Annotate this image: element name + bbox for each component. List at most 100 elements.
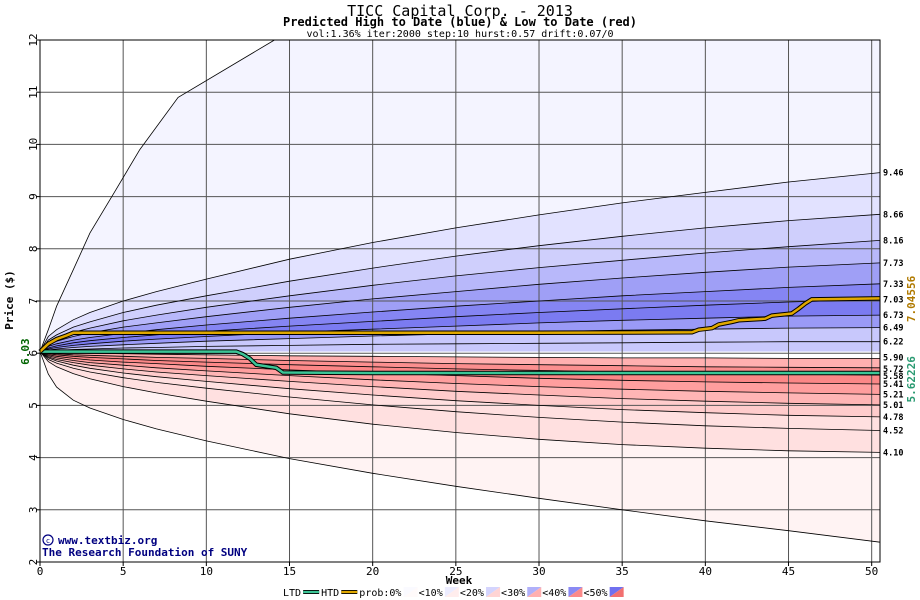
y-tick-label-9: 9 [27,193,40,200]
band-high-3 [40,240,880,352]
contour-high-max [39,39,275,352]
end-label-low-4.52: 4.52 [883,426,903,436]
end-label-low-5.41: 5.41 [883,380,903,390]
credit-url: www.textbiz.org [58,534,157,547]
end-label-low-5.01: 5.01 [883,401,903,411]
x-tick-label-50: 50 [865,565,878,578]
htd-final-label: 7.04556 [905,275,918,322]
contour-low-4.10 [39,351,881,453]
contour-low-min [39,351,881,543]
legend-label-7: <50% [583,588,607,599]
end-label-low-5.58: 5.58 [883,372,903,382]
contour-low-4.78 [39,351,881,418]
band-high-1 [40,172,880,352]
end-label-high-8.66: 8.66 [883,210,903,220]
legend-label-6: <40% [542,588,566,599]
y-tick-label-8: 8 [27,245,40,252]
chart-params: vol:1.36% iter:2000 step:10 hurst:0.57 d… [306,29,613,40]
band-low-3 [40,351,880,376]
band-low-min [40,351,880,543]
band-high-9 [40,341,880,352]
y-tick-label-12: 12 [27,33,40,46]
x-tick-label-25: 25 [449,565,462,578]
end-label-high-9.46: 9.46 [883,169,903,179]
y-tick-label-6: 6 [27,350,40,357]
legend-label-5: <30% [501,588,525,599]
chart-title: TICC Capital Corp. - 2013 [347,2,573,20]
contour-low-5.01 [39,351,881,406]
end-label-high-7.73: 7.73 [883,259,903,269]
ltd-line [40,350,880,375]
x-tick-label-15: 15 [283,565,296,578]
y-tick-label-5: 5 [27,402,40,409]
x-tick-label-20: 20 [366,565,379,578]
y-tick-label-3: 3 [27,506,40,513]
band-low-6 [40,351,880,405]
end-label-high-6.49: 6.49 [883,324,903,334]
y-axis-label: Price ($) [3,270,16,330]
copyright-icon [42,534,54,546]
chart-subtitle: Predicted High to Date (blue) & Low to D… [283,15,637,29]
x-tick-label-40: 40 [699,565,712,578]
y-tick-label-10: 10 [27,138,40,151]
end-label-high-6.73: 6.73 [883,311,903,321]
y-tick-label-4: 4 [27,454,40,461]
band-high-4 [40,262,880,352]
band-high-6 [40,299,880,352]
x-tick-label-45: 45 [782,565,795,578]
end-label-high-6.22: 6.22 [883,338,903,348]
x-tick-label-35: 35 [616,565,629,578]
legend: LTD HTD prob:0% <10% <20% <30% <40% <50% [283,587,624,599]
x-tick-label-10: 10 [200,565,213,578]
legend-label-3: <10% [419,588,443,599]
contour-high-7.73 [39,262,881,352]
band-low-5 [40,351,880,395]
legend-swatch-4-red [486,587,501,597]
band-low-7 [40,351,880,417]
credit-org: The Research Foundation of SUNY [42,546,248,559]
end-label-low-4.10: 4.10 [883,448,903,458]
legend-swatch-6-red [568,587,583,597]
end-label-low-5.72: 5.72 [883,365,903,375]
legend-label-ltd: LTD [283,588,301,599]
contour-high-8.66 [39,213,881,352]
end-label-high-7.33: 7.33 [883,280,903,290]
ltd-final-label: 5.62226 [905,356,918,403]
end-label-high-7.03: 7.03 [883,295,903,305]
end-labels: 9.46 8.66 8.16 7.73 7.33 7.03 6.73 6.49 6.22 5.90… [19,169,918,459]
start-price-label: 6.03 [19,338,32,365]
y-tick-label-2: 2 [27,559,40,566]
copyright-icon-letter: c [46,537,50,545]
x-tick-label-30: 30 [532,565,545,578]
y-tick-label-7: 7 [27,298,40,305]
x-tick-label-0: 0 [37,565,44,578]
band-low-8 [40,351,880,431]
y-tick-label-11: 11 [27,86,40,99]
band-high-max [40,40,880,352]
end-label-high-8.16: 8.16 [883,236,903,246]
htd-line [39,297,881,353]
contour-high-6.49 [39,327,881,352]
legend-label-4: <20% [460,588,484,599]
contour-low-5.41 [39,351,881,385]
contour-high-7.03 [39,299,881,352]
legend-swatch-0-red [403,587,418,597]
band-low-4 [40,351,880,384]
legend-label-prob-0: prob:0% [359,588,401,599]
contour-high-9.46 [39,172,881,352]
end-label-low-5.21: 5.21 [883,390,903,400]
legend-swatch-7-red [609,587,624,597]
end-label-low-5.90: 5.90 [883,353,903,363]
contour-high-7.33 [39,283,881,352]
x-axis-label: Week [446,574,473,587]
band-low-9 [40,351,880,453]
legend-label-htd: HTD [321,588,339,599]
series-lines [38,296,881,376]
contour-low-5.21 [39,351,881,395]
end-label-low-4.78: 4.78 [883,413,903,423]
x-tick-label-5: 5 [120,565,127,578]
legend-swatch-5-red [527,587,542,597]
legend-swatch-3-red [444,587,459,597]
